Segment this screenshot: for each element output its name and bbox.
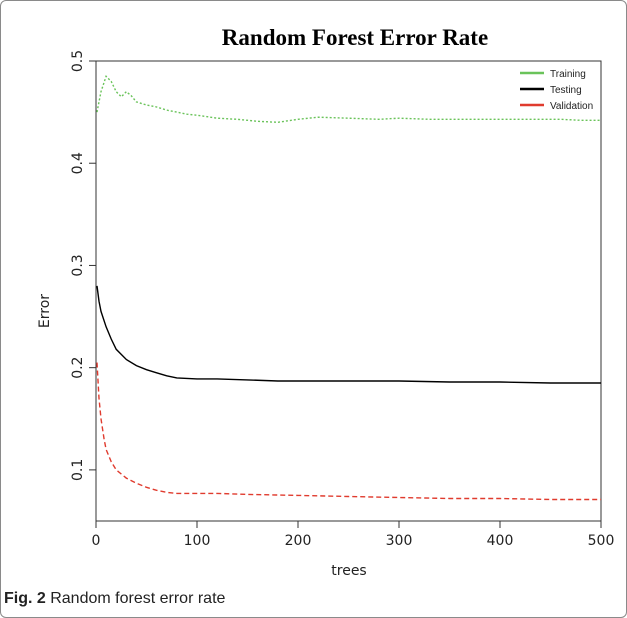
x-axis-label: trees (331, 563, 366, 579)
series-line-training (96, 75, 601, 124)
legend-label-validation: Validation (550, 101, 593, 112)
y-tick-label: 0.1 (70, 459, 86, 481)
series-line-validation (96, 362, 601, 501)
y-tick-label: 0.3 (70, 254, 86, 276)
x-tick-label: 200 (285, 533, 312, 549)
y-tick-label: 0.2 (70, 357, 86, 379)
chart-title: Random Forest Error Rate (222, 25, 488, 50)
caption-label: Fig. 2 (4, 590, 46, 607)
y-axis-label: Error (37, 294, 53, 328)
x-tick-label: 500 (588, 533, 615, 549)
legend-label-testing: Testing (550, 85, 582, 96)
y-tick-label: 0.5 (70, 50, 86, 72)
caption-text: Random forest error rate (45, 590, 226, 607)
figure-caption: Fig. 2 Random forest error rate (4, 590, 225, 608)
legend-label-training: Training (550, 69, 586, 80)
series-line-testing (96, 285, 601, 384)
x-tick-label: 100 (184, 533, 211, 549)
x-tick-label: 0 (92, 533, 101, 549)
error-rate-chart: Random Forest Error Rate 0 100 200 300 400 50… (37, 25, 614, 579)
x-tick-label: 300 (386, 533, 413, 549)
plot-axes: 0 100 200 300 400 500 0.1 0.2 0.3 0.4 0.5 (70, 50, 614, 549)
series-layer (96, 75, 601, 501)
legend: Training Testing Validation (520, 69, 593, 112)
x-tick-label: 400 (487, 533, 514, 549)
y-tick-label: 0.4 (70, 152, 86, 174)
plot-box (95, 60, 602, 522)
